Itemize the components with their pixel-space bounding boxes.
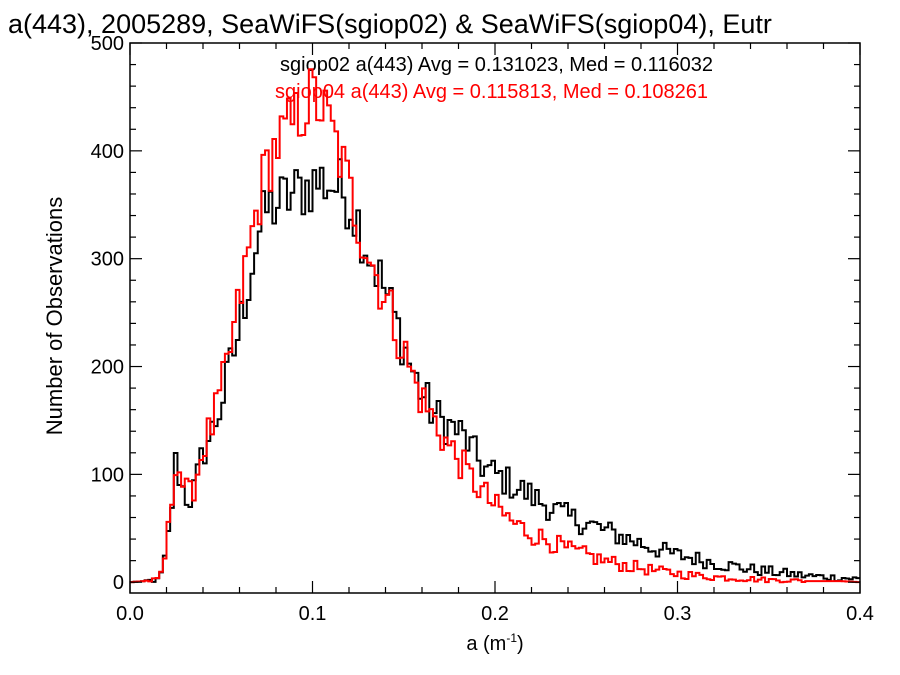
y-tick-label: 200 [91,357,124,379]
chart-title: a(443), 2005289, SeaWiFS(sgiop02) & SeaW… [8,9,772,39]
y-tick-label: 400 [91,141,124,163]
y-axis-label: Number of Observations [42,197,67,435]
series-line-sgiop04 [130,68,860,584]
series-line-sgiop02 [130,158,860,584]
series-layer [130,68,860,584]
x-axis-label-superscript: -1 [506,631,517,645]
y-tick-label: 0 [113,572,124,594]
x-tick-label: 0.3 [664,603,692,625]
y-tick-label: 100 [91,464,124,486]
x-tick-label: 0.2 [481,603,509,625]
x-tick-label: 0.4 [846,603,874,625]
x-axis-label-base: a (m [466,633,506,655]
y-tick-label: 300 [91,249,124,271]
x-axis-label-close: ) [517,633,524,655]
x-tick-label: 0.1 [299,603,327,625]
y-tick-label: 500 [91,33,124,55]
stats-annotation-sgiop04: sgiop04 a(443) Avg = 0.115813, Med = 0.1… [275,81,708,103]
stats-annotation-sgiop02: sgiop02 a(443) Avg = 0.131023, Med = 0.1… [280,54,713,76]
x-axis-label: a (m-1) [466,631,523,655]
y-axis: 0 100 200 300 400 500 [91,33,860,594]
x-axis: 0.0 0.1 0.2 0.3 0.4 [116,43,874,625]
x-tick-label: 0.0 [116,603,144,625]
